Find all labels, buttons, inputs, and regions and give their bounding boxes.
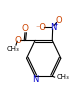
Text: O: O <box>56 16 63 25</box>
Text: O: O <box>21 24 28 33</box>
Text: O: O <box>15 36 22 45</box>
Text: +: + <box>53 22 58 27</box>
Text: CH₃: CH₃ <box>57 74 69 80</box>
Text: CH₃: CH₃ <box>7 46 20 52</box>
Text: ⁻O: ⁻O <box>35 23 46 32</box>
Text: N: N <box>32 75 38 84</box>
Text: N: N <box>50 23 57 32</box>
